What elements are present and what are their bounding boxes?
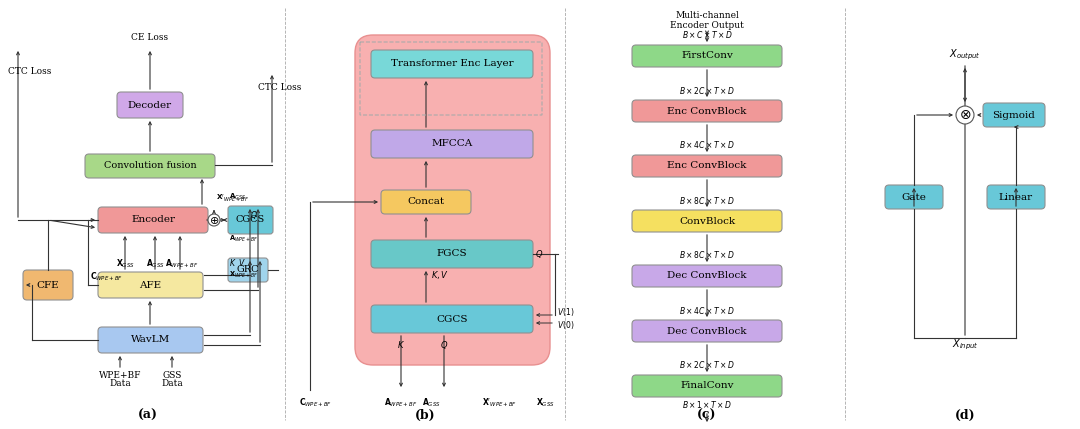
Text: $\oplus$: $\oplus$ [208,214,219,226]
FancyBboxPatch shape [355,35,550,365]
Text: $B \times 2C \times T \times D$: $B \times 2C \times T \times D$ [679,360,734,371]
Text: Enc ConvBlock: Enc ConvBlock [667,106,746,115]
Text: CTC Loss: CTC Loss [8,67,52,76]
Text: Dec ConvBlock: Dec ConvBlock [667,272,746,281]
Text: $K$: $K$ [229,257,237,268]
Text: $\mathbf{C}_{WPE+BF}$: $\mathbf{C}_{WPE+BF}$ [90,271,123,283]
Text: $B \times 8C \times T \times D$: $B \times 8C \times T \times D$ [679,194,734,205]
Text: CTC Loss: CTC Loss [258,84,301,93]
Text: $\mathbf{X'}_{WPE+BF}$: $\mathbf{X'}_{WPE+BF}$ [483,397,517,409]
Text: $X_{input}$: $X_{input}$ [951,338,978,352]
FancyBboxPatch shape [983,103,1045,127]
Text: $\mathbf{A}_{GSS}$: $\mathbf{A}_{GSS}$ [146,258,164,270]
Text: $\mathbf{C}_{WPE+BF}$: $\mathbf{C}_{WPE+BF}$ [298,397,332,409]
FancyBboxPatch shape [98,327,203,353]
Text: Enc ConvBlock: Enc ConvBlock [667,161,746,170]
FancyBboxPatch shape [987,185,1045,209]
Text: FinalConv: FinalConv [680,381,733,390]
Text: $\mathbf{A}_{WPE+BF}$: $\mathbf{A}_{WPE+BF}$ [384,397,418,409]
Text: $Q$: $Q$ [440,339,448,351]
FancyBboxPatch shape [632,265,782,287]
FancyBboxPatch shape [23,270,73,300]
Text: GSS: GSS [162,371,181,380]
FancyBboxPatch shape [85,154,215,178]
Text: CGCS: CGCS [436,314,468,323]
Text: $\mathbf{A}_{WPE+BF}$: $\mathbf{A}_{WPE+BF}$ [165,258,199,270]
FancyBboxPatch shape [632,375,782,397]
FancyBboxPatch shape [372,305,534,333]
Text: Transformer Enc Layer: Transformer Enc Layer [391,60,513,69]
Text: $\mathbf{X}_{GSS}$: $\mathbf{X}_{GSS}$ [536,397,554,409]
Text: ConvBlock: ConvBlock [679,217,735,226]
Text: $B \times 4C \times T \times D$: $B \times 4C \times T \times D$ [679,139,734,151]
Text: MFCCA: MFCCA [431,139,473,148]
Text: $B \times 8C \times T \times D$: $B \times 8C \times T \times D$ [679,250,734,260]
Text: CE Loss: CE Loss [132,33,168,42]
Text: Concat: Concat [407,197,445,206]
Text: Dec ConvBlock: Dec ConvBlock [667,326,746,335]
FancyBboxPatch shape [228,258,268,282]
Text: $K$: $K$ [397,339,405,350]
FancyBboxPatch shape [885,185,943,209]
Text: (c): (c) [698,408,717,422]
Text: Decoder: Decoder [127,100,172,109]
FancyBboxPatch shape [632,100,782,122]
Text: (a): (a) [138,408,158,422]
Text: $\mathbf{X}_{WPE+BF}$: $\mathbf{X}_{WPE+BF}$ [229,270,258,280]
Text: Encoder: Encoder [131,215,175,224]
Text: $Q$: $Q$ [535,248,543,260]
FancyBboxPatch shape [632,155,782,177]
FancyBboxPatch shape [228,206,273,234]
Text: $\mathbf{X'}_{WPE+BF}$: $\mathbf{X'}_{WPE+BF}$ [216,192,249,204]
Text: AFE: AFE [139,281,162,290]
Text: Multi-channel: Multi-channel [675,10,739,19]
FancyBboxPatch shape [372,240,534,268]
Text: $X_{output}$: $X_{output}$ [949,48,981,62]
Text: (b): (b) [415,408,435,422]
Circle shape [208,214,220,226]
FancyBboxPatch shape [632,45,782,67]
Text: $\mathbf{A}_{WPE+BF}$: $\mathbf{A}_{WPE+BF}$ [229,234,258,244]
Text: (d): (d) [955,408,975,422]
Text: GRC: GRC [237,266,259,275]
Text: $V(1)$: $V(1)$ [557,306,575,318]
Circle shape [956,106,974,124]
Text: Data: Data [161,380,183,389]
Text: Encoder Output: Encoder Output [670,21,744,30]
FancyBboxPatch shape [632,210,782,232]
Text: $B \times 2C \times T \times D$: $B \times 2C \times T \times D$ [679,85,734,96]
Text: $\otimes$: $\otimes$ [959,108,971,122]
FancyBboxPatch shape [372,130,534,158]
Text: FGCS: FGCS [436,250,468,259]
Text: $Q$: $Q$ [249,209,258,221]
Text: FirstConv: FirstConv [681,51,733,60]
Text: Convolution fusion: Convolution fusion [104,161,197,170]
Text: CFE: CFE [37,281,59,290]
FancyBboxPatch shape [117,92,183,118]
Text: $B \times C \times T \times D$: $B \times C \times T \times D$ [681,30,732,40]
Text: $\mathbf{A}_{GSS}$: $\mathbf{A}_{GSS}$ [421,397,441,409]
FancyBboxPatch shape [98,272,203,298]
FancyBboxPatch shape [372,50,534,78]
FancyBboxPatch shape [381,190,471,214]
Text: $V(0)$: $V(0)$ [557,319,575,331]
Text: Sigmoid: Sigmoid [993,111,1036,120]
FancyBboxPatch shape [98,207,208,233]
Text: Gate: Gate [902,193,927,202]
Text: $K, V$: $K, V$ [431,269,449,281]
Text: WavLM: WavLM [131,335,171,344]
Text: $\mathbf{X}_{GSS}$: $\mathbf{X}_{GSS}$ [116,258,134,270]
FancyBboxPatch shape [632,320,782,342]
Text: Linear: Linear [999,193,1034,202]
Text: $\mathbf{A}_{GSS}$: $\mathbf{A}_{GSS}$ [229,192,246,202]
Text: WPE+BF: WPE+BF [98,371,141,380]
Text: $B \times 1 \times T \times D$: $B \times 1 \times T \times D$ [681,399,732,411]
Text: CGCS: CGCS [235,215,265,224]
Text: Data: Data [109,380,131,389]
Text: $B \times 4C \times T \times D$: $B \times 4C \times T \times D$ [679,305,734,315]
Text: $V$: $V$ [238,257,245,268]
